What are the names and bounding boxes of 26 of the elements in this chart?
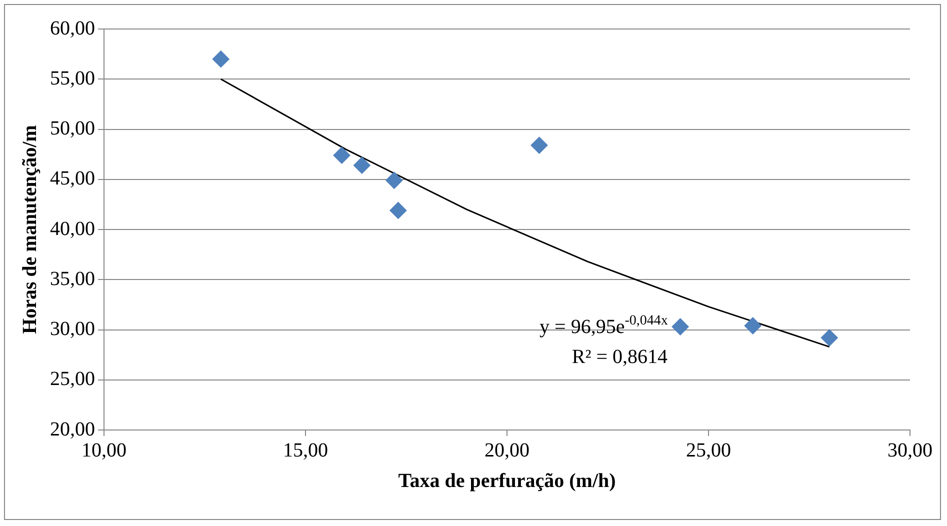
y-tick-label: 30,00 [50, 318, 95, 340]
x-tick-label: 30,00 [888, 439, 932, 462]
x-tick-label: 10,00 [82, 439, 126, 462]
y-tick-label: 55,00 [50, 67, 95, 90]
x-tick-label: 20,00 [484, 439, 530, 462]
y-axis-title: Horas de manutenção/m [19, 124, 42, 334]
point [820, 329, 838, 346]
point [744, 317, 762, 334]
annotation: R² = 0,8614 [572, 346, 668, 368]
y-tick-label: 35,00 [50, 268, 95, 290]
y-tick-label: 60,00 [50, 17, 95, 40]
x-tick-label: 15,00 [283, 439, 328, 462]
y-tick-label: 25,00 [50, 368, 95, 390]
point [390, 202, 407, 219]
point [212, 50, 230, 68]
x-tick-label: 25,00 [686, 439, 731, 462]
point [530, 136, 548, 154]
point [672, 318, 689, 336]
y-tick-label: 20,00 [50, 418, 95, 440]
y-tick-label: 50,00 [50, 118, 95, 140]
y-tick-label: 45,00 [50, 168, 95, 190]
point [353, 156, 370, 174]
x-axis-title: Taxa de perfuração (m/h) [398, 470, 616, 492]
point [333, 146, 350, 164]
y-tick-label: 40,00 [50, 218, 95, 240]
point [386, 172, 403, 189]
